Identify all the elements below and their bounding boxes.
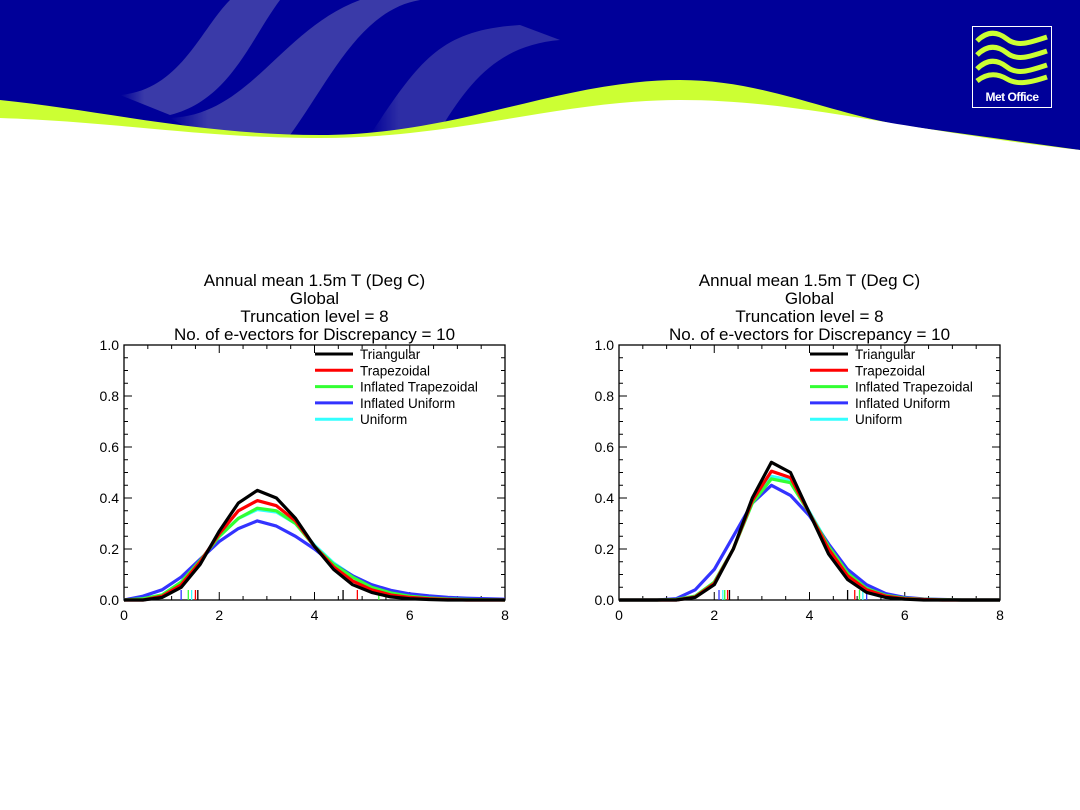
chart-title-line: Truncation level = 8: [240, 307, 388, 326]
chart-title-line: Truncation level = 8: [735, 307, 883, 326]
legend-label: Trapezoidal: [360, 363, 430, 378]
series-line-inflated-uniform: [123, 519, 506, 602]
y-tick-label: 0.0: [595, 592, 615, 608]
y-tick-label: 0.4: [100, 490, 120, 506]
legend-label: Inflated Uniform: [360, 396, 455, 411]
x-tick-label: 4: [806, 607, 814, 623]
y-tick-label: 0.2: [100, 541, 120, 557]
density-chart-left: Annual mean 1.5m T (Deg C)GlobalTruncati…: [100, 271, 510, 623]
x-tick-label: 6: [901, 607, 909, 623]
x-tick-label: 8: [996, 607, 1004, 623]
x-tick-label: 8: [501, 607, 509, 623]
y-tick-label: 0.2: [595, 541, 615, 557]
x-tick-label: 4: [311, 607, 319, 623]
legend-label: Inflated Trapezoidal: [360, 380, 478, 395]
y-tick-label: 0.4: [595, 490, 615, 506]
waves-icon: [975, 30, 1048, 86]
y-tick-label: 1.0: [100, 337, 120, 353]
legend-label: Inflated Uniform: [855, 396, 950, 411]
x-tick-label: 6: [406, 607, 414, 623]
legend-label: Trapezoidal: [855, 363, 925, 378]
chart-title-line: No. of e-vectors for Discrepancy = 10: [174, 325, 455, 344]
legend-label: Uniform: [855, 412, 902, 427]
y-tick-label: 0.8: [100, 388, 120, 404]
series-line-inflated-uniform: [619, 483, 1000, 602]
series-line-uniform: [619, 474, 1000, 602]
x-tick-label: 2: [710, 607, 718, 623]
x-tick-label: 0: [120, 607, 128, 623]
legend-label: Uniform: [360, 412, 407, 427]
y-tick-label: 0.0: [100, 592, 120, 608]
series-line-inflated-trapezoidal: [619, 477, 1000, 602]
y-tick-label: 0.6: [595, 439, 615, 455]
met-office-logo: Met Office: [972, 26, 1052, 108]
legend-label: Triangular: [360, 347, 421, 362]
legend-label: Inflated Trapezoidal: [855, 380, 973, 395]
series-line-triangular: [619, 460, 1000, 602]
chart-title-line: Annual mean 1.5m T (Deg C): [699, 271, 920, 290]
header-banner: [0, 0, 1080, 160]
chart-title-line: Annual mean 1.5m T (Deg C): [204, 271, 425, 290]
density-chart-right: Annual mean 1.5m T (Deg C)GlobalTruncati…: [595, 271, 1005, 623]
series-line-triangular: [124, 488, 505, 602]
y-tick-label: 0.8: [595, 388, 615, 404]
x-tick-label: 2: [215, 607, 223, 623]
chart-title-line: Global: [290, 289, 339, 308]
y-tick-label: 1.0: [595, 337, 615, 353]
chart-title-line: Global: [785, 289, 834, 308]
y-tick-label: 0.6: [100, 439, 120, 455]
x-tick-label: 0: [615, 607, 623, 623]
series-line-trapezoidal: [619, 469, 1000, 602]
logo-text: Met Office: [985, 90, 1039, 104]
legend-label: Triangular: [855, 347, 916, 362]
chart-title-line: No. of e-vectors for Discrepancy = 10: [669, 325, 950, 344]
